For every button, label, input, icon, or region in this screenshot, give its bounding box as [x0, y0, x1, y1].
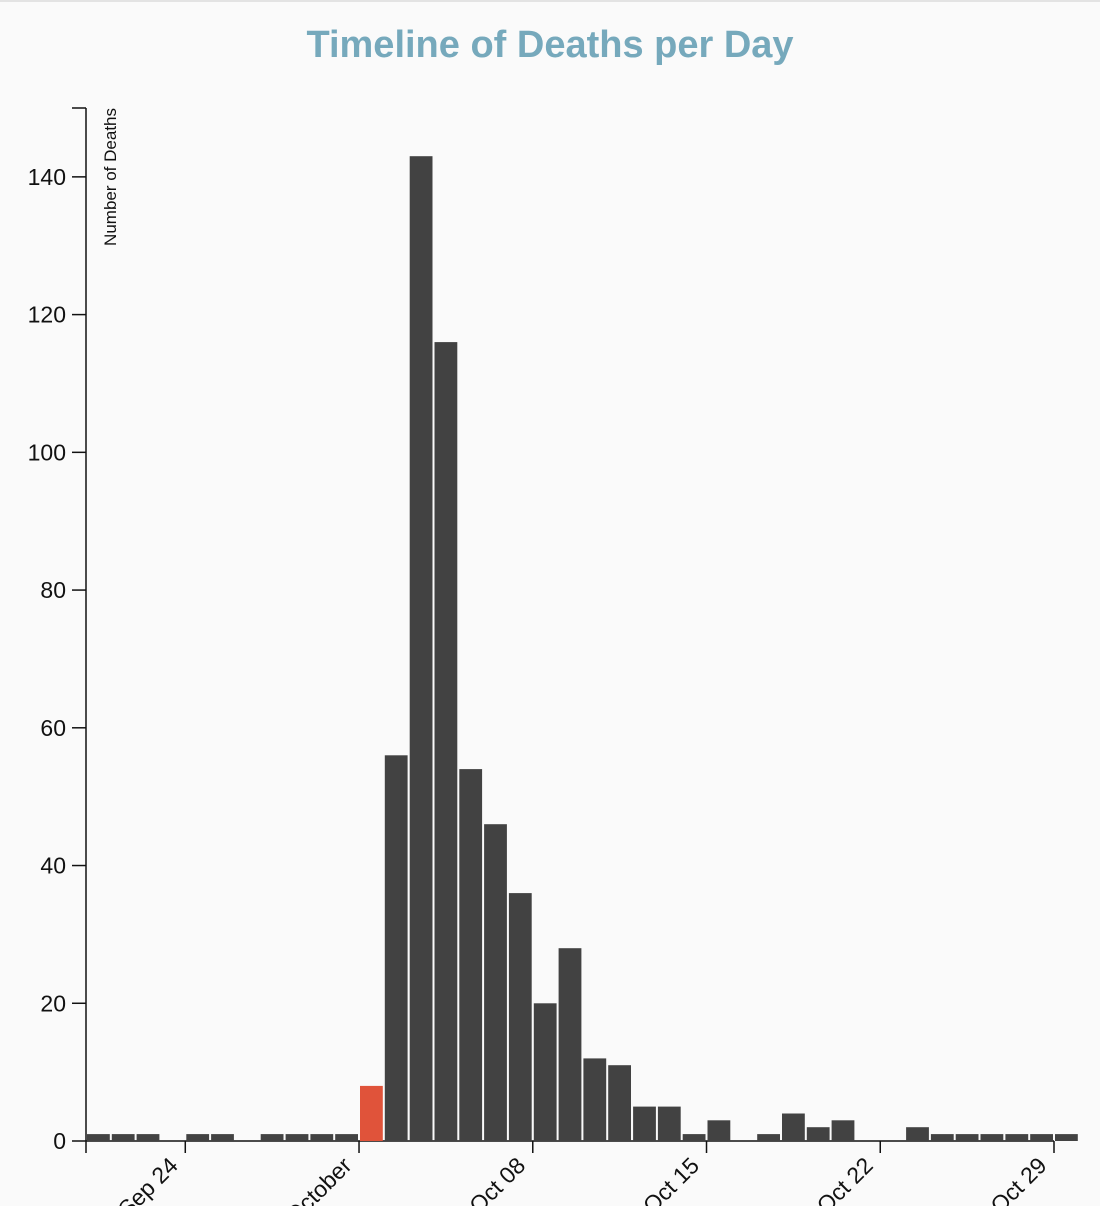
- bar[interactable]: [757, 1134, 780, 1141]
- bar[interactable]: [906, 1127, 929, 1141]
- bar[interactable]: [310, 1134, 334, 1141]
- bar[interactable]: [558, 948, 582, 1141]
- bar[interactable]: [533, 1003, 557, 1141]
- x-tick-label: Oct 22: [811, 1152, 877, 1206]
- bar[interactable]: [508, 893, 532, 1141]
- chart-title: Timeline of Deaths per Day: [306, 24, 794, 66]
- x-axis: Sep 24 October Oct 08 Oct 15 Oct 22 Oct 29: [85, 1140, 1055, 1206]
- bar[interactable]: [434, 342, 458, 1142]
- bar[interactable]: [955, 1134, 979, 1141]
- bar[interactable]: [608, 1065, 631, 1141]
- y-tick-label: 140: [28, 164, 66, 190]
- bar[interactable]: [1055, 1134, 1078, 1141]
- bar[interactable]: [806, 1127, 830, 1141]
- bar[interactable]: [980, 1134, 1004, 1141]
- bar[interactable]: [384, 755, 408, 1141]
- y-tick-label: 40: [40, 853, 66, 879]
- bar[interactable]: [211, 1134, 234, 1141]
- bar-highlighted[interactable]: [360, 1085, 383, 1141]
- bar[interactable]: [930, 1134, 954, 1141]
- x-tick-label: Oct 29: [985, 1152, 1051, 1206]
- bar[interactable]: [657, 1106, 681, 1141]
- x-tick-label: Sep 24: [113, 1152, 183, 1206]
- x-tick-label: Oct 08: [464, 1152, 530, 1206]
- bar[interactable]: [409, 156, 433, 1141]
- x-tick-label: Oct 15: [638, 1152, 704, 1206]
- top-border: [0, 0, 1100, 2]
- bar[interactable]: [831, 1120, 855, 1141]
- bar[interactable]: [782, 1113, 805, 1142]
- bar[interactable]: [87, 1134, 110, 1141]
- bar[interactable]: [136, 1134, 160, 1141]
- bar[interactable]: [484, 824, 507, 1141]
- x-tick-label: October: [280, 1152, 356, 1206]
- bar[interactable]: [633, 1106, 656, 1141]
- bar[interactable]: [707, 1120, 731, 1141]
- y-tick-label: 20: [40, 990, 66, 1016]
- bar[interactable]: [1005, 1134, 1029, 1141]
- y-tick-label: 120: [28, 302, 66, 328]
- bar[interactable]: [111, 1134, 135, 1141]
- bar[interactable]: [186, 1134, 210, 1141]
- y-tick-label: 80: [40, 577, 66, 603]
- y-tick-label: 60: [40, 715, 66, 741]
- bar[interactable]: [459, 769, 483, 1141]
- bar[interactable]: [1030, 1134, 1053, 1141]
- bar[interactable]: [335, 1134, 358, 1141]
- y-axis-title: Number of Deaths: [101, 108, 120, 246]
- bar[interactable]: [285, 1134, 309, 1141]
- bar[interactable]: [583, 1058, 607, 1141]
- bar[interactable]: [260, 1134, 284, 1141]
- y-tick-label: 0: [53, 1128, 66, 1154]
- y-tick-label: 100: [28, 439, 66, 465]
- y-axis: 0 20 40 60 80 100 120 140: [28, 107, 87, 1154]
- bars-group: [87, 156, 1078, 1142]
- bar[interactable]: [682, 1134, 706, 1141]
